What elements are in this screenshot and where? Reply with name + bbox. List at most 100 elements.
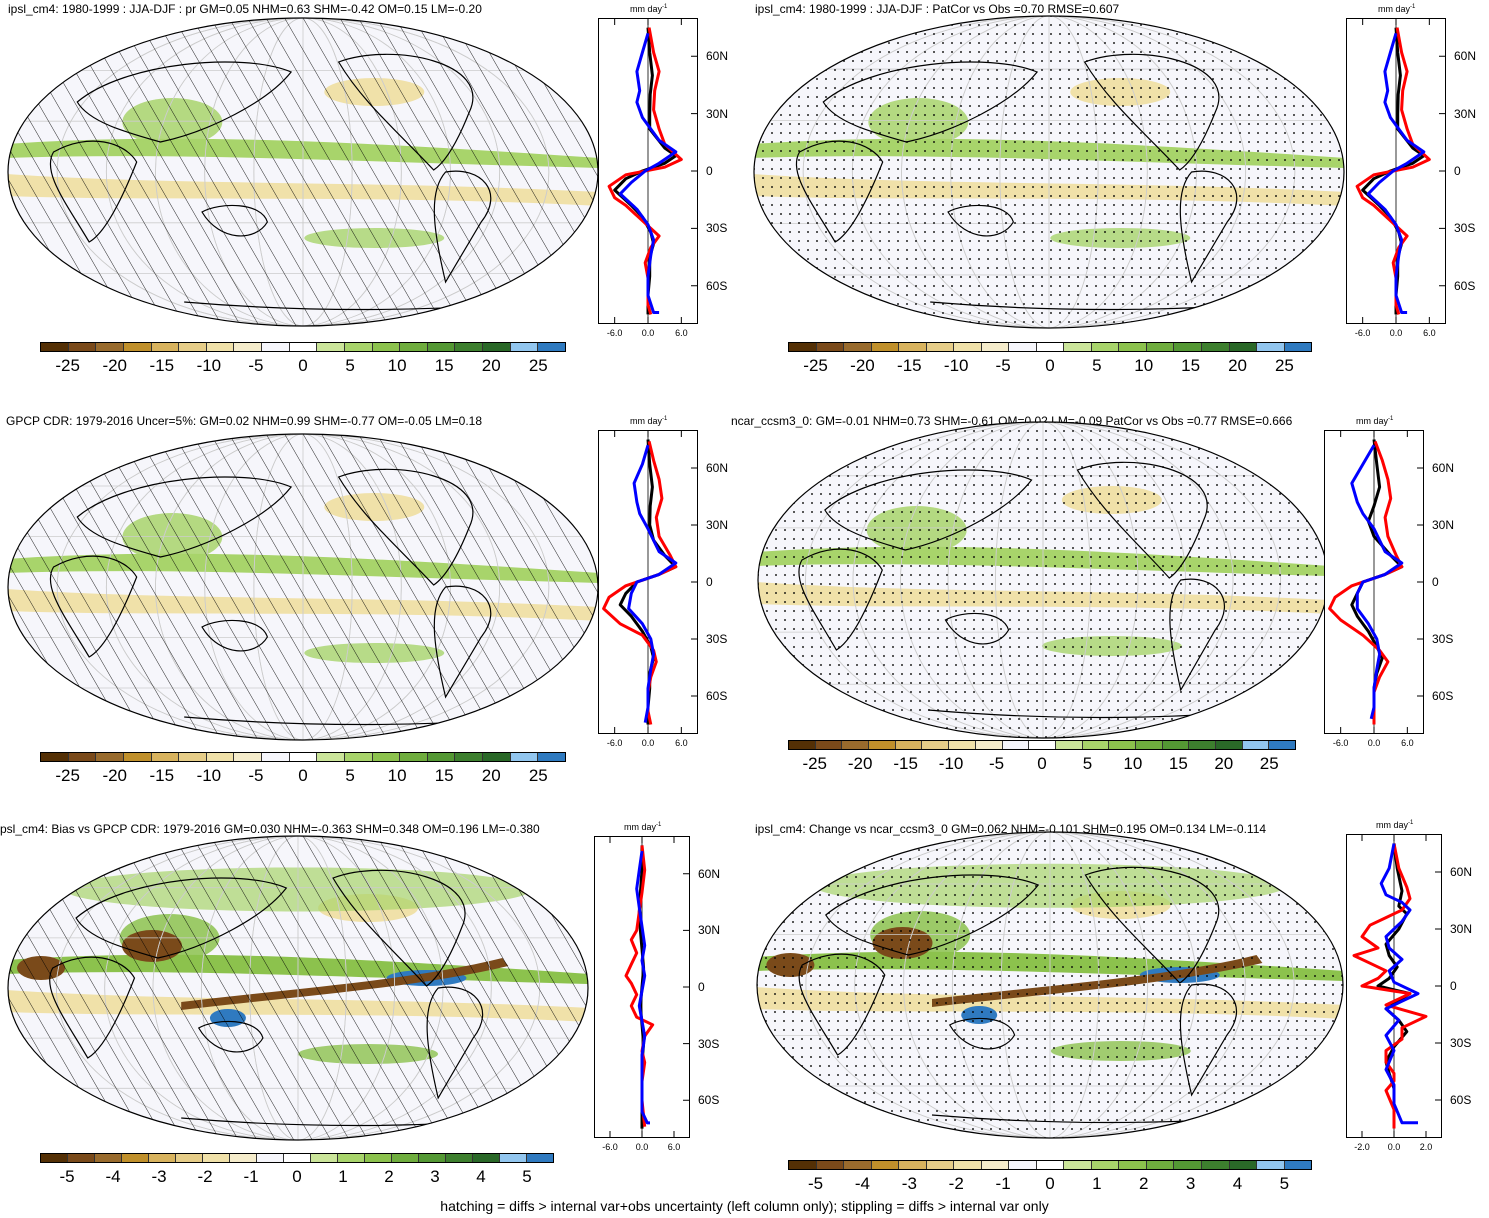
- colorbar-label: -5: [248, 356, 264, 375]
- zonal-unit-label: mm day-1: [1356, 416, 1393, 426]
- colorbar-label: 5: [345, 766, 355, 785]
- colorbar: [40, 1153, 554, 1163]
- zonal-container: [594, 836, 690, 1138]
- colorbar-swatch: [179, 753, 207, 761]
- colorbar-label: 25: [528, 356, 548, 375]
- blue-series-line: [1366, 32, 1426, 314]
- colorbar-swatch: [844, 343, 872, 351]
- blue-series-line: [1350, 444, 1404, 720]
- zonal-x-tick-label: -6.0: [1332, 738, 1349, 748]
- blue-series-line: [627, 444, 678, 723]
- colorbar-label: 25: [528, 766, 548, 785]
- colorbar-label: 10: [387, 356, 407, 375]
- colorbar-swatch: [1119, 343, 1147, 351]
- zonal-x-tick-label: 6.0: [675, 328, 688, 338]
- colorbar-label: -15: [897, 356, 922, 375]
- lat-tick-label: 30S: [1454, 221, 1476, 236]
- lat-tick-label: 60N: [706, 49, 729, 64]
- colorbar-swatch: [123, 343, 152, 351]
- panel-title: ipsl_cm4: 1980-1999 : JJA-DJF : pr GM=0.…: [8, 2, 482, 16]
- zonal-mean-plot: [598, 430, 698, 734]
- colorbar-label: -4: [854, 1174, 871, 1193]
- world-map: [757, 421, 1329, 739]
- panel-title: GPCP CDR: 1979-2016 Uncer=5%: GM=0.02 NH…: [6, 414, 483, 428]
- lat-tick-label: 0: [698, 980, 705, 994]
- lat-tick-label: 30N: [1454, 106, 1477, 121]
- colorbar-label: -5: [995, 356, 1011, 375]
- colorbar-labels: -5 -4 -3 -2 -1 0 1 2 3 4 5: [788, 1174, 1312, 1194]
- world-map: [7, 433, 599, 741]
- colorbar-labels: -25 -20 -15 -10 -5 0 5 10 15 20 25: [788, 356, 1312, 376]
- unit-exponent: -1: [1410, 4, 1416, 10]
- map-container: [6, 834, 590, 1142]
- red-series-line: [1355, 27, 1431, 315]
- zonal-mean-plot: [1346, 834, 1442, 1138]
- colorbar-label: 25: [1274, 356, 1294, 375]
- unit-exponent: -1: [656, 822, 662, 828]
- colorbar-swatch: [365, 1154, 392, 1162]
- colorbar: [788, 1160, 1312, 1170]
- map-container: [6, 16, 600, 328]
- lat-tick-label: 30S: [1432, 632, 1454, 646]
- colorbar-swatch: [1201, 1161, 1230, 1169]
- colorbar: [40, 752, 566, 762]
- zonal-mean-plot: [598, 18, 698, 324]
- zonal-x-tick-label: -6.0: [606, 328, 623, 338]
- panel-title: ipsl_cm4: Change vs ncar_ccsm3_0 GM=0.06…: [755, 822, 1267, 836]
- unit-text: mm day: [630, 416, 663, 426]
- lat-tick-label: 30N: [706, 518, 729, 532]
- zonal-x-tick-label: -6.0: [606, 738, 623, 748]
- colorbar-label: -10: [943, 356, 969, 375]
- colorbar-swatch: [527, 1154, 553, 1162]
- colorbar-label: -3: [151, 1167, 167, 1186]
- lat-tick-label: 60N: [1450, 865, 1473, 879]
- map-container: [752, 14, 1346, 330]
- colorbar-swatch: [1174, 1161, 1202, 1169]
- unit-exponent: -1: [662, 4, 668, 10]
- lat-tick-label: 60S: [1432, 689, 1454, 703]
- colorbar-swatch: [473, 1154, 500, 1162]
- colorbar-swatch: [1119, 1161, 1147, 1169]
- colorbar-label: -5: [59, 1167, 75, 1186]
- zonal-unit-label: mm day-1: [630, 4, 667, 14]
- colorbar-label: 10: [1123, 754, 1143, 773]
- colorbar-swatch: [926, 343, 955, 351]
- colorbar-swatch: [149, 1154, 176, 1162]
- zonal-unit-label: mm day-1: [624, 822, 661, 832]
- colorbar-label: -10: [196, 766, 222, 785]
- colorbar-label: -1: [243, 1167, 259, 1186]
- colorbar-swatch: [1162, 741, 1190, 749]
- panel-title: ncar_ccsm3_0: GM=-0.01 NHM=0.73 SHM=-0.6…: [731, 414, 1293, 428]
- colorbar-swatch: [284, 1154, 311, 1162]
- zonal-x-tick-label: -6.0: [1354, 328, 1371, 338]
- map-container: [756, 420, 1330, 740]
- colorbar-swatch: [400, 753, 428, 761]
- colorbar-swatch: [289, 343, 318, 351]
- colorbar-swatch: [234, 753, 262, 761]
- colorbar-swatch: [344, 753, 373, 761]
- colorbar: [40, 342, 566, 352]
- colorbar-label: 20: [481, 766, 501, 785]
- colorbar-swatch: [899, 1161, 927, 1169]
- colorbar-label: 5: [1092, 356, 1102, 375]
- zonal-container: [1346, 834, 1442, 1138]
- colorbar-swatch: [372, 753, 401, 761]
- colorbar-label: 15: [1181, 356, 1201, 375]
- zonal-container: [598, 18, 698, 324]
- colorbar-swatch: [338, 1154, 365, 1162]
- colorbar: [788, 740, 1296, 750]
- zonal-unit-label: mm day-1: [630, 416, 667, 426]
- colorbar-swatch: [510, 753, 539, 761]
- lat-tick-label: 30S: [706, 221, 728, 236]
- panel-title: ipsl_cm4: 1980-1999 : JJA-DJF : PatCor v…: [755, 2, 1120, 16]
- blue-series-line: [618, 32, 678, 314]
- colorbar-swatch: [344, 343, 373, 351]
- colorbar-label: 1: [338, 1167, 348, 1186]
- red-series-line: [1352, 843, 1428, 1129]
- colorbar-swatch: [981, 343, 1010, 351]
- colorbar-label: 4: [476, 1167, 486, 1186]
- colorbar-swatch: [1216, 741, 1243, 749]
- colorbar-label: -15: [149, 356, 175, 375]
- colorbar-swatch: [789, 343, 817, 351]
- colorbar-swatch: [789, 1161, 817, 1169]
